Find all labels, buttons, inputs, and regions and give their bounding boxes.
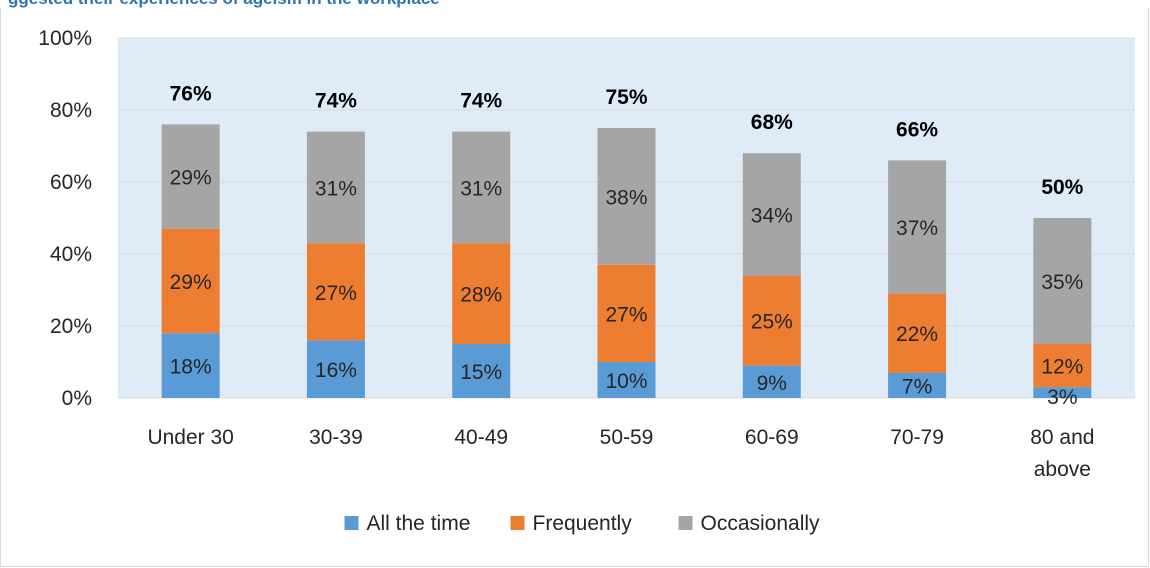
bar-segment <box>597 128 656 265</box>
legend-swatch <box>510 516 525 530</box>
bar-segment <box>1033 387 1092 398</box>
bar-segment <box>452 131 511 244</box>
data-label: 3% <box>1047 386 1077 409</box>
data-label: 28% <box>460 284 502 307</box>
bar-segment <box>161 228 220 334</box>
x-tick-label: 40-49 <box>454 426 508 449</box>
bar-segment <box>306 243 365 341</box>
data-label: 12% <box>1041 356 1083 379</box>
y-tick-label: 60% <box>50 171 92 194</box>
bar-segment <box>888 293 947 373</box>
data-label: 31% <box>460 177 502 200</box>
bar-segment <box>742 153 801 276</box>
data-label: 18% <box>170 356 212 379</box>
y-tick-label: 0% <box>62 387 92 410</box>
total-label: 68% <box>751 111 793 134</box>
bar-segment <box>742 365 801 398</box>
data-label: 38% <box>605 186 647 209</box>
bar-segment <box>452 243 511 344</box>
bar-segment <box>161 333 220 398</box>
bar-segment <box>1033 344 1092 388</box>
total-label: 74% <box>460 90 502 113</box>
bar-segment <box>888 160 947 294</box>
total-label: 76% <box>170 82 212 105</box>
data-label: 25% <box>751 311 793 334</box>
data-label: 29% <box>170 167 212 190</box>
data-label: 16% <box>315 359 357 382</box>
legend-label: Occasionally <box>701 512 821 535</box>
data-label: 10% <box>605 370 647 393</box>
bar-segment <box>888 372 947 398</box>
bar-segment <box>597 362 656 398</box>
data-label: 34% <box>751 204 793 227</box>
x-tick-label: 60-69 <box>745 426 799 449</box>
bar-segment <box>306 131 365 244</box>
data-label: 27% <box>605 303 647 326</box>
x-tick-label: 50-59 <box>600 426 654 449</box>
data-label: 15% <box>460 361 502 384</box>
y-tick-label: 20% <box>50 315 92 338</box>
x-tick-label: 70-79 <box>890 426 944 449</box>
bar-segment <box>452 344 511 398</box>
y-tick-label: 80% <box>50 99 92 122</box>
data-label: 35% <box>1041 271 1083 294</box>
x-tick-label: Under 30 <box>147 426 233 449</box>
bar-segment <box>742 275 801 366</box>
data-label: 7% <box>902 375 932 398</box>
chart-title-text: ggested their experiences of ageism in t… <box>8 0 440 8</box>
total-label: 50% <box>1041 176 1083 199</box>
chart-title-partial: ggested their experiences of ageism in t… <box>0 0 1150 8</box>
legend-swatch <box>678 516 693 530</box>
y-tick-label: 40% <box>50 243 92 266</box>
legend-label: Frequently <box>533 512 633 535</box>
x-tick-label: above <box>1034 458 1091 481</box>
data-label: 37% <box>896 217 938 240</box>
x-tick-label: 80 and <box>1030 426 1094 449</box>
data-label: 31% <box>315 177 357 200</box>
total-label: 75% <box>605 86 647 109</box>
bar-segment <box>161 124 220 229</box>
y-tick-label: 100% <box>38 27 92 50</box>
data-label: 22% <box>896 323 938 346</box>
total-label: 66% <box>896 118 938 141</box>
legend-swatch <box>344 516 359 530</box>
legend-label: All the time <box>367 512 471 535</box>
bar-segment <box>597 264 656 362</box>
data-label: 9% <box>757 372 787 395</box>
bar-segment <box>1033 218 1092 344</box>
bar-segment <box>306 340 365 398</box>
data-label: 27% <box>315 282 357 305</box>
x-tick-label: 30-39 <box>309 426 363 449</box>
chart-frame <box>0 8 1149 567</box>
total-label: 74% <box>315 90 357 113</box>
data-label: 29% <box>170 271 212 294</box>
